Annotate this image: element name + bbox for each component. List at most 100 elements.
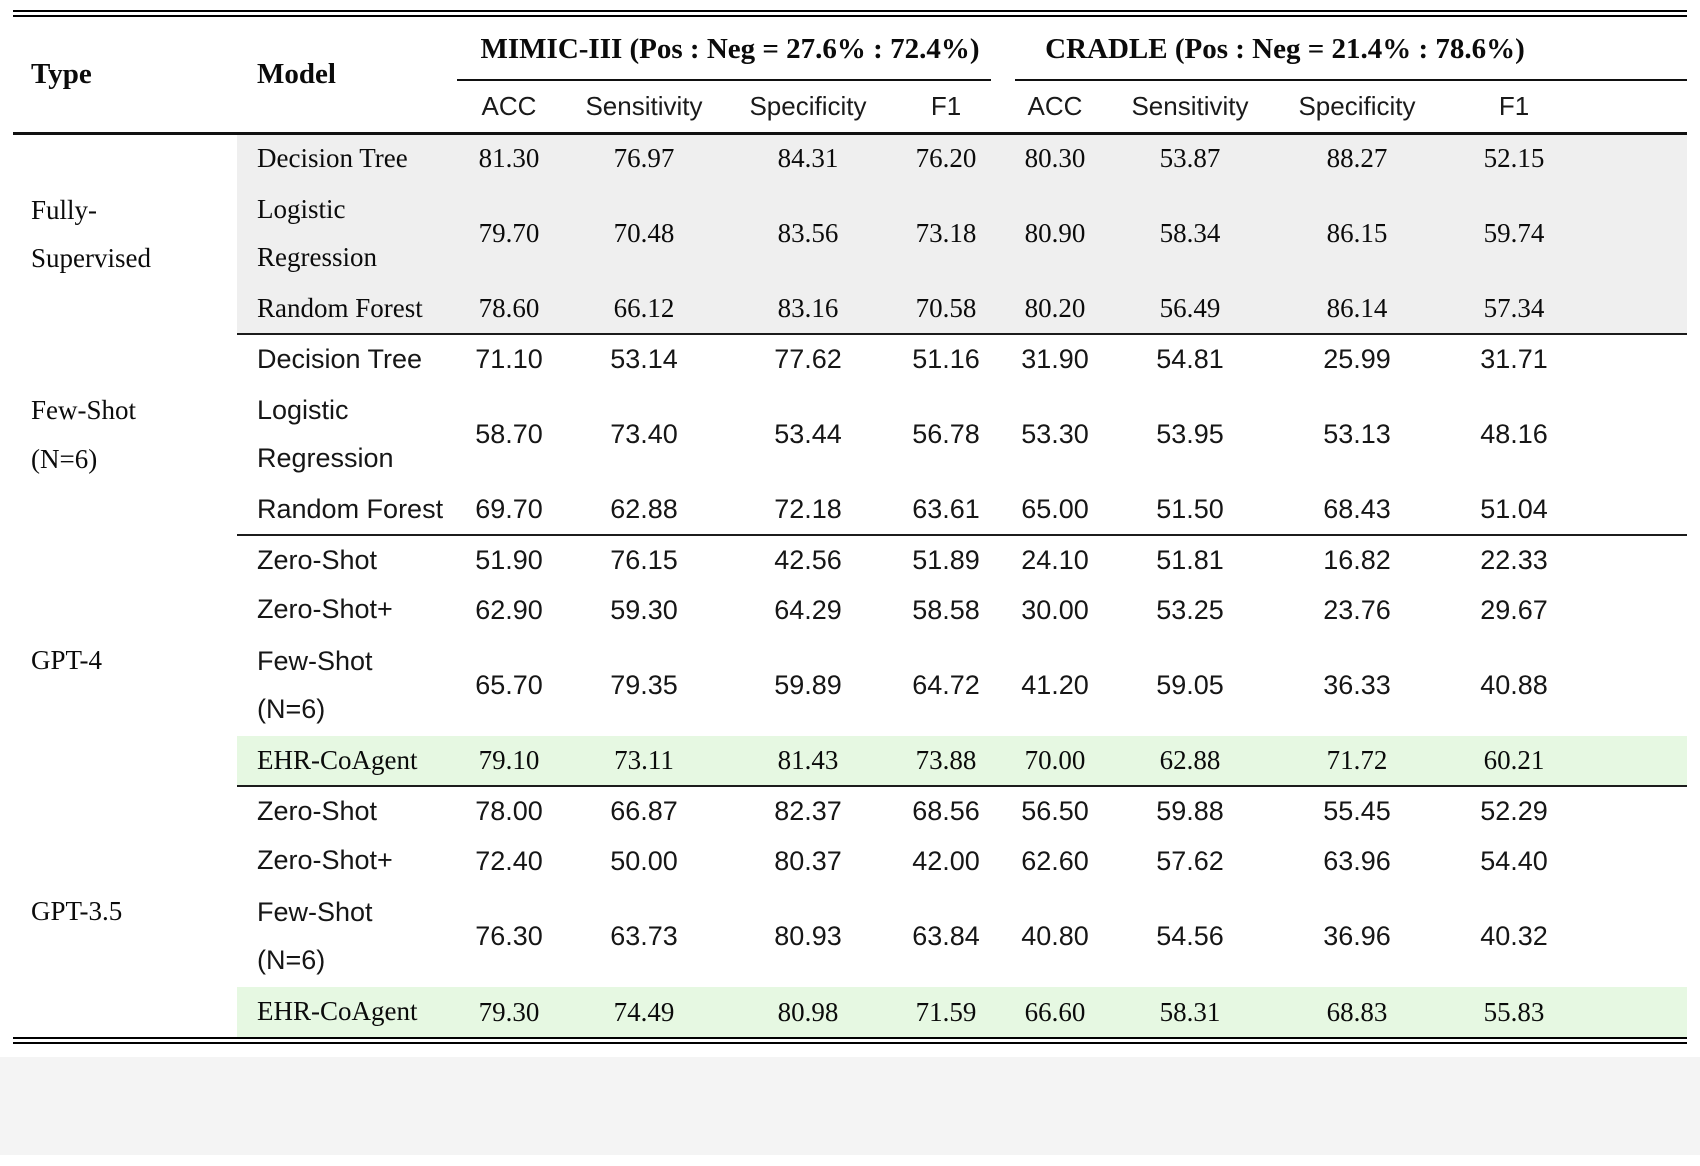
value-cell: 59.74 (1441, 183, 1687, 284)
value-cell: 40.32 (1480, 921, 1548, 951)
caption-strip (0, 1057, 1700, 1159)
value-cell: 57.34 (1441, 284, 1687, 335)
model-cell: Few-Shot (N=6) (257, 646, 373, 724)
model-cell: Zero-Shot+ (257, 845, 393, 876)
value-cell: 42.56 (774, 545, 842, 575)
model-cell: Zero-Shot (257, 544, 378, 575)
column-header-sensitivity: Sensitivity (1107, 81, 1273, 135)
group-header-mimic: MIMIC-III (Pos : Neg = 27.6% : 72.4%) (457, 17, 1003, 81)
table-row-ehr-coagent: EHR-CoAgent 79.30 74.49 80.98 71.59 66.6… (13, 987, 1687, 1037)
type-cell: Fully- Supervised (13, 133, 237, 334)
value-cell: 66.87 (610, 796, 678, 826)
value-cell: 58.58 (912, 594, 980, 625)
value-cell: 36.96 (1323, 921, 1391, 951)
column-header-f1: F1 (889, 81, 1003, 135)
value-cell: 64.29 (774, 594, 842, 625)
value-cell: 23.76 (1323, 594, 1391, 625)
table-row: GPT-4 Zero-Shot 51.90 76.15 42.56 51.89 … (13, 535, 1687, 786)
model-cell: Logistic Regression (237, 183, 457, 284)
value-cell: 52.15 (1441, 133, 1687, 183)
type-cell: GPT-4 (13, 535, 237, 786)
results-table-container: Type Model MIMIC-III (Pos : Neg = 27.6% … (13, 10, 1687, 1044)
value-cell: 51.81 (1156, 545, 1224, 575)
value-cell: 53.95 (1156, 419, 1224, 449)
value-cell: 52.29 (1480, 796, 1548, 826)
model-cell: Random Forest (237, 284, 457, 335)
value-cell: 58.31 (1107, 987, 1273, 1037)
value-cell: 51.50 (1107, 485, 1273, 536)
model-cell: Zero-Shot (257, 795, 378, 826)
value-cell: 66.60 (1003, 987, 1107, 1037)
value-cell: 86.15 (1273, 183, 1441, 284)
value-cell: 59.30 (610, 594, 678, 625)
model-cell: Decision Tree (237, 133, 457, 183)
value-cell: 64.72 (912, 670, 980, 700)
value-cell: 79.10 (457, 736, 561, 787)
value-cell: 55.45 (1323, 796, 1391, 826)
model-cell: Random Forest (237, 485, 457, 536)
value-cell: 73.18 (889, 183, 1003, 284)
value-cell: 70.48 (561, 183, 727, 284)
value-cell: 62.88 (1107, 736, 1273, 787)
value-cell: 30.00 (1021, 594, 1089, 625)
value-cell: 56.49 (1107, 284, 1273, 335)
value-cell: 76.97 (561, 133, 727, 183)
value-cell: 68.43 (1273, 485, 1441, 536)
value-cell: 68.83 (1273, 987, 1441, 1037)
value-cell: 31.71 (1480, 344, 1548, 374)
model-cell: Decision Tree (257, 343, 423, 374)
value-cell: 53.44 (774, 419, 842, 449)
value-cell: 51.90 (475, 545, 543, 575)
table-row: Fully- Supervised Decision Tree 81.30 76… (13, 133, 1687, 334)
value-cell: 71.59 (889, 987, 1003, 1037)
value-cell: 78.00 (475, 796, 543, 826)
column-header-acc: ACC (1003, 81, 1107, 135)
value-cell: 81.43 (727, 736, 889, 787)
value-cell: 25.99 (1323, 344, 1391, 374)
value-cell: 73.11 (561, 736, 727, 787)
value-cell: 66.12 (561, 284, 727, 335)
value-cell: 55.83 (1441, 987, 1687, 1037)
value-cell: 50.00 (610, 845, 678, 876)
table-row: Zero-Shot+ 62.90 59.30 64.29 58.58 30.00… (13, 585, 1687, 635)
value-cell: 59.05 (1156, 670, 1224, 700)
value-cell: 65.00 (1003, 485, 1107, 536)
column-header-model: Model (237, 17, 457, 135)
value-cell: 71.72 (1273, 736, 1441, 787)
value-cell: 72.18 (727, 485, 889, 536)
value-cell: 56.78 (912, 419, 980, 449)
value-cell: 53.14 (610, 344, 678, 374)
value-cell: 86.14 (1273, 284, 1441, 335)
column-header-specificity: Specificity (727, 81, 889, 135)
value-cell: 62.88 (561, 485, 727, 536)
value-cell: 51.89 (912, 545, 980, 575)
value-cell: 24.10 (1021, 545, 1089, 575)
model-cell: Few-Shot (N=6) (257, 897, 373, 975)
value-cell: 77.62 (774, 344, 842, 374)
model-cell: EHR-CoAgent (237, 987, 457, 1037)
value-cell: 83.16 (727, 284, 889, 335)
value-cell: 16.82 (1323, 545, 1391, 575)
value-cell: 40.88 (1480, 670, 1548, 700)
value-cell: 76.20 (889, 133, 1003, 183)
table-row: Logistic Regression 79.70 70.48 83.56 73… (13, 183, 1687, 284)
table-row: Few-Shot (N=6) 65.70 79.35 59.89 64.72 4… (13, 635, 1687, 736)
value-cell: 69.70 (457, 485, 561, 536)
value-cell: 63.96 (1323, 845, 1391, 876)
model-cell: Zero-Shot+ (257, 594, 393, 625)
value-cell: 70.00 (1003, 736, 1107, 787)
value-cell: 36.33 (1323, 670, 1391, 700)
value-cell: 51.04 (1441, 485, 1687, 536)
value-cell: 59.88 (1156, 796, 1224, 826)
value-cell: 80.30 (1003, 133, 1107, 183)
value-cell: 54.81 (1156, 344, 1224, 374)
value-cell: 56.50 (1021, 796, 1089, 826)
value-cell: 53.13 (1323, 419, 1391, 449)
value-cell: 53.30 (1021, 419, 1089, 449)
value-cell: 22.33 (1480, 545, 1548, 575)
value-cell: 60.21 (1441, 736, 1687, 787)
table-row: GPT-3.5 Zero-Shot 78.00 66.87 82.37 68.5… (13, 786, 1687, 1037)
value-cell: 80.90 (1003, 183, 1107, 284)
value-cell: 62.60 (1021, 845, 1089, 876)
table-row: Zero-Shot+ 72.40 50.00 80.37 42.00 62.60… (13, 836, 1687, 886)
